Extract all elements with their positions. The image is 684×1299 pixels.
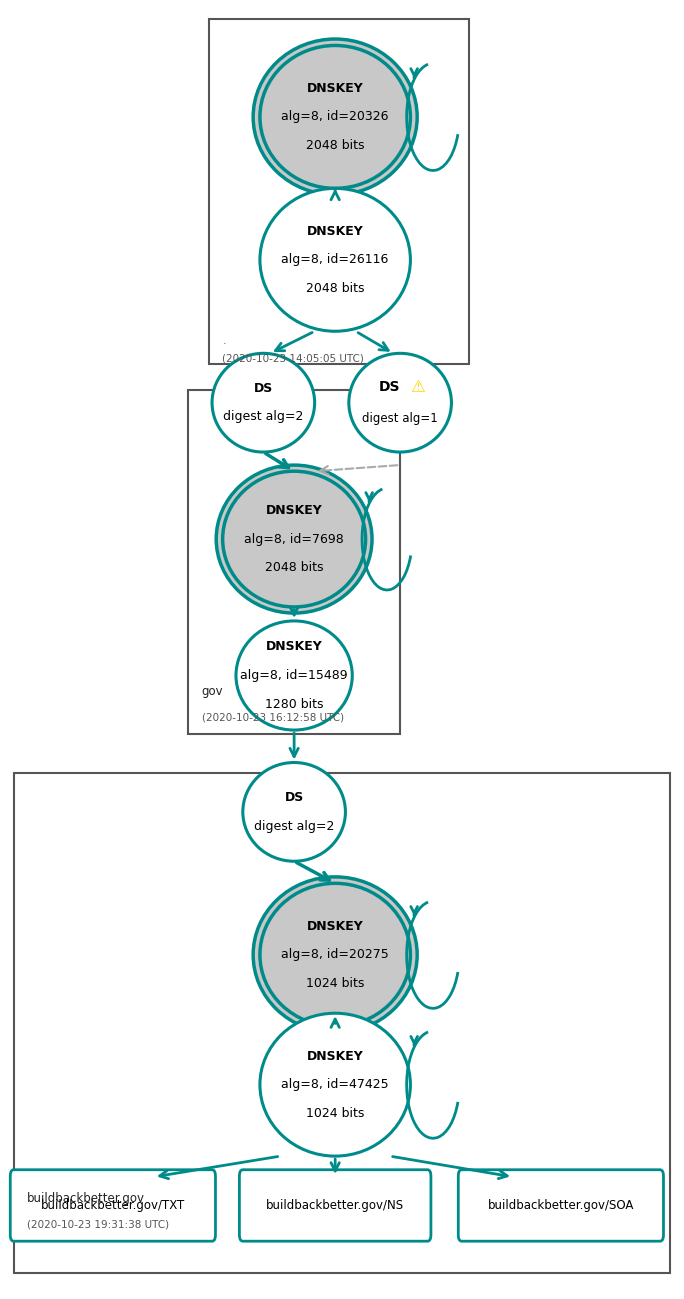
Text: 1280 bits: 1280 bits (265, 698, 324, 711)
Ellipse shape (243, 763, 345, 861)
Text: buildbackbetter.gov/SOA: buildbackbetter.gov/SOA (488, 1199, 634, 1212)
Text: (2020-10-23 14:05:05 UTC): (2020-10-23 14:05:05 UTC) (222, 353, 364, 364)
Text: DS: DS (254, 382, 273, 395)
Text: alg=8, id=26116: alg=8, id=26116 (282, 253, 389, 266)
Text: alg=8, id=47425: alg=8, id=47425 (281, 1078, 389, 1091)
Text: (2020-10-23 16:12:58 UTC): (2020-10-23 16:12:58 UTC) (202, 713, 344, 724)
Text: DNSKEY: DNSKEY (307, 82, 363, 95)
FancyBboxPatch shape (188, 390, 400, 734)
Text: 2048 bits: 2048 bits (306, 282, 365, 295)
Text: alg=8, id=20275: alg=8, id=20275 (281, 948, 389, 961)
Text: DNSKEY: DNSKEY (266, 504, 322, 517)
Text: (2020-10-23 19:31:38 UTC): (2020-10-23 19:31:38 UTC) (27, 1220, 170, 1230)
Text: buildbackbetter.gov/TXT: buildbackbetter.gov/TXT (41, 1199, 185, 1212)
FancyBboxPatch shape (458, 1169, 663, 1242)
Text: buildbackbetter.gov/NS: buildbackbetter.gov/NS (266, 1199, 404, 1212)
Ellipse shape (260, 1013, 410, 1156)
Text: DNSKEY: DNSKEY (266, 640, 322, 653)
Text: DS: DS (285, 791, 304, 804)
Text: 1024 bits: 1024 bits (306, 1107, 365, 1120)
Ellipse shape (253, 877, 417, 1033)
Text: alg=8, id=20326: alg=8, id=20326 (281, 110, 389, 123)
Text: DNSKEY: DNSKEY (307, 225, 363, 238)
Text: alg=8, id=7698: alg=8, id=7698 (244, 533, 344, 546)
Text: 1024 bits: 1024 bits (306, 977, 365, 990)
FancyBboxPatch shape (239, 1169, 431, 1242)
Ellipse shape (349, 353, 451, 452)
Text: .: . (222, 336, 226, 347)
Text: buildbackbetter.gov: buildbackbetter.gov (27, 1191, 146, 1204)
Ellipse shape (260, 188, 410, 331)
FancyBboxPatch shape (10, 1169, 215, 1242)
Text: 2048 bits: 2048 bits (265, 561, 324, 574)
Ellipse shape (260, 45, 410, 188)
Text: ⚠: ⚠ (410, 378, 425, 396)
Text: DNSKEY: DNSKEY (307, 920, 363, 933)
Text: DNSKEY: DNSKEY (307, 1050, 363, 1063)
Text: gov: gov (202, 685, 224, 698)
Ellipse shape (236, 621, 352, 730)
Text: digest alg=2: digest alg=2 (223, 410, 304, 423)
Ellipse shape (260, 883, 410, 1026)
Ellipse shape (222, 472, 365, 607)
Ellipse shape (212, 353, 315, 452)
Text: digest alg=1: digest alg=1 (363, 412, 438, 425)
FancyBboxPatch shape (209, 19, 469, 364)
Ellipse shape (216, 465, 372, 613)
Text: 2048 bits: 2048 bits (306, 139, 365, 152)
Ellipse shape (253, 39, 417, 195)
FancyBboxPatch shape (14, 773, 670, 1273)
Text: DS: DS (379, 381, 401, 394)
Text: digest alg=2: digest alg=2 (254, 820, 334, 833)
Text: alg=8, id=15489: alg=8, id=15489 (240, 669, 348, 682)
